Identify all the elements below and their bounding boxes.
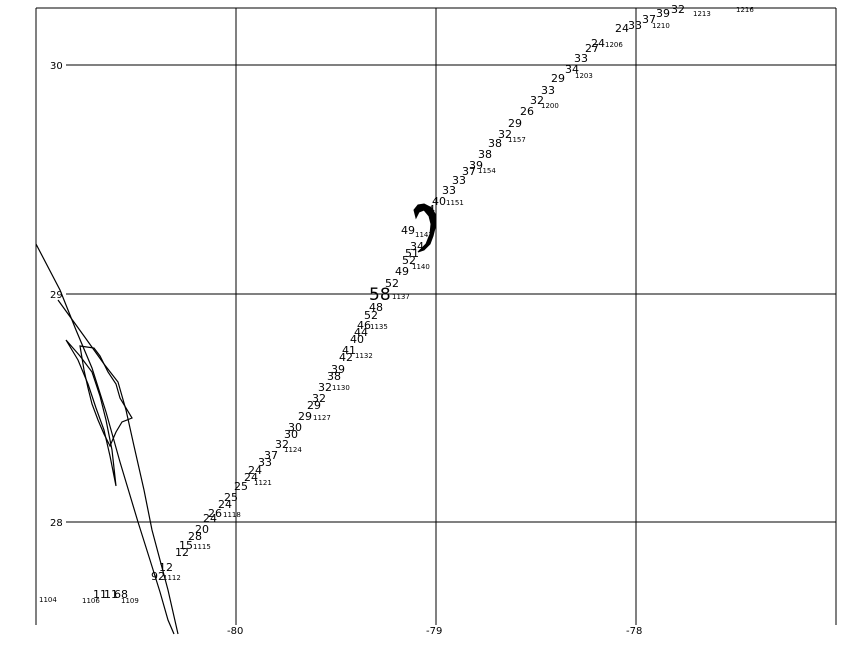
time-label: 1151: [446, 199, 464, 207]
wind-label: 48: [369, 301, 383, 314]
wind-label: 32: [318, 381, 332, 394]
time-label: 1137: [392, 293, 410, 301]
time-label: 1109: [121, 597, 139, 605]
wind-label: 32: [498, 128, 512, 141]
time-label: 1210: [652, 22, 670, 30]
time-label: 1115: [193, 543, 211, 551]
time-label: 1154: [478, 167, 496, 175]
wind-label: 32: [312, 392, 326, 405]
wind-label: 37: [462, 165, 476, 178]
wind-label: 40: [432, 195, 446, 208]
wind-label: 34: [565, 63, 579, 76]
time-label: 1147: [415, 231, 433, 239]
wind-label: 32: [275, 438, 289, 451]
wind-label: 29: [551, 72, 565, 85]
wind-label: 24: [203, 512, 217, 525]
time-label: 1130: [332, 384, 350, 392]
wind-label: 24: [615, 22, 629, 35]
wind-label: 15: [179, 539, 193, 552]
eye-loop: [413, 203, 437, 253]
wind-label: 38: [478, 148, 492, 161]
lat-label: 30: [50, 61, 63, 72]
lat-label: 28: [50, 518, 63, 529]
wind-label: 49: [395, 265, 409, 278]
wind-label: 41: [342, 344, 356, 357]
wind-label: 26: [208, 507, 222, 520]
time-label: 1135: [370, 323, 388, 331]
time-label: 1216: [736, 6, 754, 14]
wind-label: 52: [364, 309, 378, 322]
time-label: 1157: [508, 136, 526, 144]
wind-label: 42: [339, 351, 353, 364]
wind-label: 39: [331, 363, 345, 376]
wind-label: 24: [218, 498, 232, 511]
wind-label: 39: [656, 7, 670, 20]
wind-label: 4: [428, 203, 435, 216]
time-label: 1200: [541, 102, 559, 110]
wind-label: 92: [151, 570, 165, 583]
wind-label: 33: [628, 19, 642, 32]
time-label: 1124: [284, 446, 302, 454]
wind-label: 30: [288, 421, 302, 434]
time-label: 1118: [223, 511, 241, 519]
lon-label: -78: [626, 626, 642, 637]
wind-label: 33: [258, 456, 272, 469]
wind-label: 29: [298, 410, 312, 423]
time-label: 1206: [605, 41, 623, 49]
wind-label: 25: [234, 480, 248, 493]
wind-label: 24: [591, 37, 605, 50]
time-label: 1132: [355, 352, 373, 360]
wind-label: 33: [442, 184, 456, 197]
time-label: 1213: [693, 10, 711, 18]
wind-label: 52: [402, 254, 416, 267]
wind-label: 37: [642, 13, 656, 26]
time-label: 1121: [254, 479, 272, 487]
wind-label: 30: [284, 428, 298, 441]
time-label: 1104: [39, 596, 57, 604]
wind-label: 51: [405, 247, 419, 260]
wind-label: 32: [530, 94, 544, 107]
cape-outline: [79, 345, 133, 448]
time-label: 1112: [163, 574, 181, 582]
wind-label: 46: [357, 319, 371, 332]
wind-label: 32: [671, 3, 685, 16]
wind-label: 40: [350, 333, 364, 346]
wind-label: 39: [469, 159, 483, 172]
wind-label: 49: [401, 224, 415, 237]
wind-label: 33: [452, 174, 466, 187]
wind-label: 58: [369, 285, 391, 305]
wind-label: 34: [410, 240, 424, 253]
wind-label: 29: [508, 117, 522, 130]
wind-label: 33: [541, 84, 555, 97]
wind-label: 44: [354, 326, 368, 339]
wind-label: 27: [585, 42, 599, 55]
lat-label: 29: [50, 290, 63, 301]
wind-label: 38: [327, 370, 341, 383]
time-label: 1203: [575, 72, 593, 80]
wind-label: 12: [175, 546, 189, 559]
wind-label: 24: [248, 464, 262, 477]
wind-label: 26: [520, 105, 534, 118]
coastline-inner: [57, 299, 179, 635]
time-label: 1140: [412, 263, 430, 271]
wind-label: 29: [307, 399, 321, 412]
wind-label: 52: [385, 277, 399, 290]
wind-label: 28: [188, 530, 202, 543]
wind-label: 11: [104, 588, 118, 601]
wind-label: 68: [114, 588, 128, 601]
wind-label: 20: [195, 523, 209, 536]
wind-label: 11: [93, 588, 107, 601]
time-label: 1106: [82, 597, 100, 605]
wind-label: 24: [244, 471, 258, 484]
wind-label: 37: [264, 449, 278, 462]
time-label: 1127: [313, 414, 331, 422]
lagoon-outline: [65, 339, 117, 487]
lon-label: -80: [227, 626, 243, 637]
wind-label: 12: [159, 561, 173, 574]
lon-label: -79: [426, 626, 442, 637]
wind-label: 38: [488, 137, 502, 150]
wind-label: 33: [574, 52, 588, 65]
wind-label: 25: [224, 491, 238, 504]
